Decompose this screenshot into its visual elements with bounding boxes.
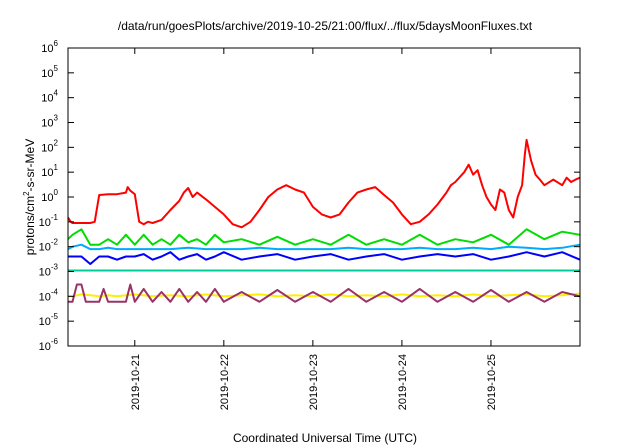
series-line-0 [67, 138, 581, 229]
series-line-5 [68, 292, 581, 298]
plot-frame [67, 47, 581, 347]
y-tick-label: 103 [41, 114, 58, 130]
y-tick-label: 106 [41, 39, 58, 55]
y-tick-label: 101 [41, 163, 58, 179]
series-line-3 [68, 251, 581, 265]
x-tick-label: 2019-10-23 [308, 354, 320, 410]
y-tick-label: 100 [41, 188, 58, 204]
y-tick-label: 10-2 [39, 238, 59, 254]
plot-area [67, 47, 581, 347]
y-axis-label-prefix: protons/cm [23, 196, 37, 255]
x-tick-label: 2019-10-21 [130, 354, 142, 410]
y-axis-label: protons/cm2-s-sr-MeV [22, 139, 37, 255]
y-tick-label: 10-6 [39, 337, 59, 353]
y-tick-label: 10-3 [39, 263, 59, 279]
y-axis-label-sup: 2 [22, 191, 31, 196]
y-axis-label-suffix: -s-sr-MeV [23, 139, 37, 192]
x-axis: 2019-10-21 2019-10-22 2019-10-23 2019-10-24… [130, 48, 498, 410]
x-axis-label: Coordinated Universal Time (UTC) [233, 431, 417, 445]
series-line-6 [68, 283, 581, 303]
series-line-1 [67, 228, 581, 246]
x-tick-label: 2019-10-24 [397, 354, 409, 410]
y-tick-label: 105 [41, 64, 58, 80]
y-tick-label: 10-5 [39, 312, 59, 328]
x-tick-label: 2019-10-25 [486, 354, 498, 410]
y-tick-label: 102 [41, 138, 58, 154]
y-tick-label: 10-1 [39, 213, 59, 229]
y-tick-label: 10-4 [39, 287, 59, 303]
series-group [67, 138, 581, 303]
y-tick-label: 104 [41, 89, 58, 105]
chart-title: /data/run/goesPlots/archive/2019-10-25/2… [118, 19, 533, 33]
series-line-2 [67, 243, 581, 251]
x-tick-label: 2019-10-22 [219, 354, 231, 410]
y-axis: 10-6 10-5 10-4 10-3 10-2 10-1 100 101 102 103 104 1… [39, 39, 580, 353]
